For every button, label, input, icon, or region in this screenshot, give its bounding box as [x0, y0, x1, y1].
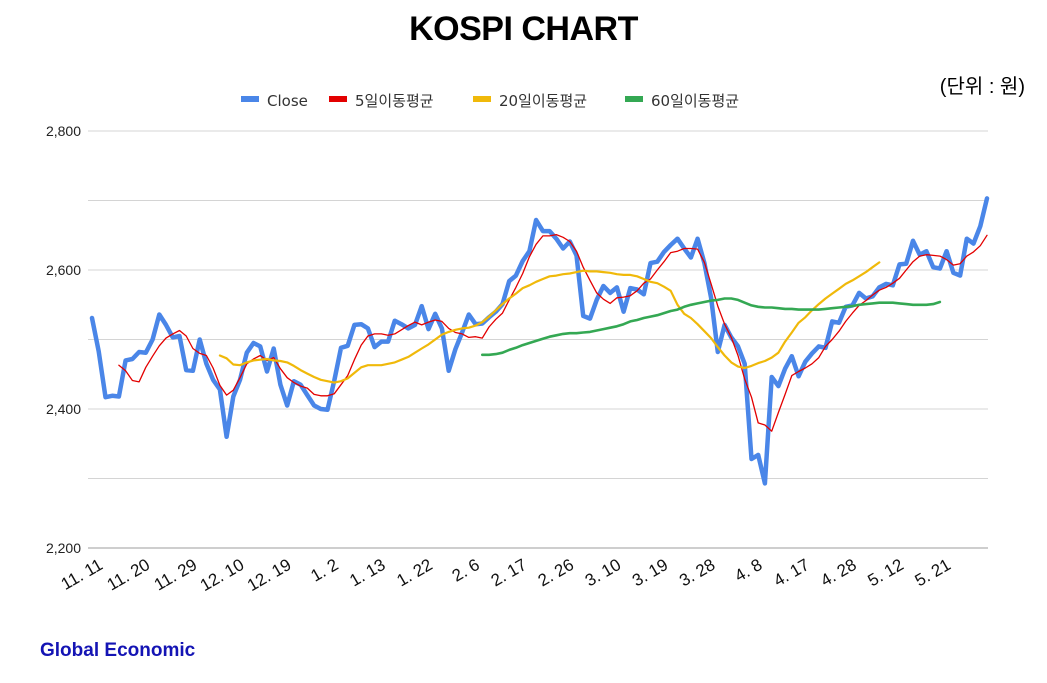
- x-tick-label: 12. 19: [244, 555, 294, 595]
- x-tick-label: 2. 6: [449, 555, 483, 586]
- x-tick-label: 1. 2: [307, 555, 341, 586]
- x-tick-label: 5. 21: [912, 555, 954, 590]
- x-tick-label: 3. 19: [629, 555, 671, 590]
- legend-swatch: [473, 96, 491, 102]
- legend: Close 5일이동평균 20일이동평균 60일이동평균: [241, 92, 739, 110]
- x-tick-label: 5. 12: [865, 555, 907, 590]
- legend-swatch: [625, 96, 643, 102]
- x-tick-label: 11. 29: [151, 555, 200, 594]
- legend-swatch: [241, 96, 259, 102]
- legend-label: 60일이동평균: [651, 92, 739, 110]
- unit-note: (단위 : 원): [939, 76, 1025, 98]
- x-tick-label: 1. 22: [393, 555, 435, 590]
- y-tick-label: 2,400: [46, 401, 81, 417]
- x-tick-label: 11. 11: [58, 555, 106, 594]
- x-tick-label: 1. 13: [346, 555, 388, 590]
- series-lines: [89, 196, 990, 486]
- legend-label: 5일이동평균: [355, 92, 434, 110]
- series-line-ma2: [218, 261, 881, 384]
- chart-title: KOSPI CHART: [409, 10, 638, 48]
- y-tick-label: 2,200: [46, 540, 81, 556]
- brand-label: Global Economic: [40, 640, 196, 661]
- x-tick-label: 2. 26: [535, 555, 577, 590]
- x-tick-label: 3. 10: [582, 555, 624, 590]
- x-tick-label: 2. 17: [488, 555, 530, 590]
- series-line-ma1: [118, 233, 988, 432]
- y-tick-label: 2,800: [46, 123, 81, 139]
- x-tick-label: 12. 10: [197, 555, 247, 595]
- x-tick-label: 11. 20: [104, 555, 153, 594]
- y-axis-ticks: 2,800 2,600 2,400 2,200: [46, 123, 81, 556]
- legend-swatch: [329, 96, 347, 102]
- legend-label: Close: [267, 92, 308, 110]
- x-tick-label: 4. 17: [770, 555, 812, 590]
- legend-label: 20일이동평균: [499, 92, 587, 110]
- x-tick-label: 4. 28: [817, 555, 859, 590]
- x-tick-label: 4. 8: [731, 555, 765, 586]
- series-line-ma3: [481, 297, 942, 357]
- x-tick-label: 3. 28: [676, 555, 718, 590]
- gridlines: [88, 130, 988, 549]
- y-tick-label: 2,600: [46, 262, 81, 278]
